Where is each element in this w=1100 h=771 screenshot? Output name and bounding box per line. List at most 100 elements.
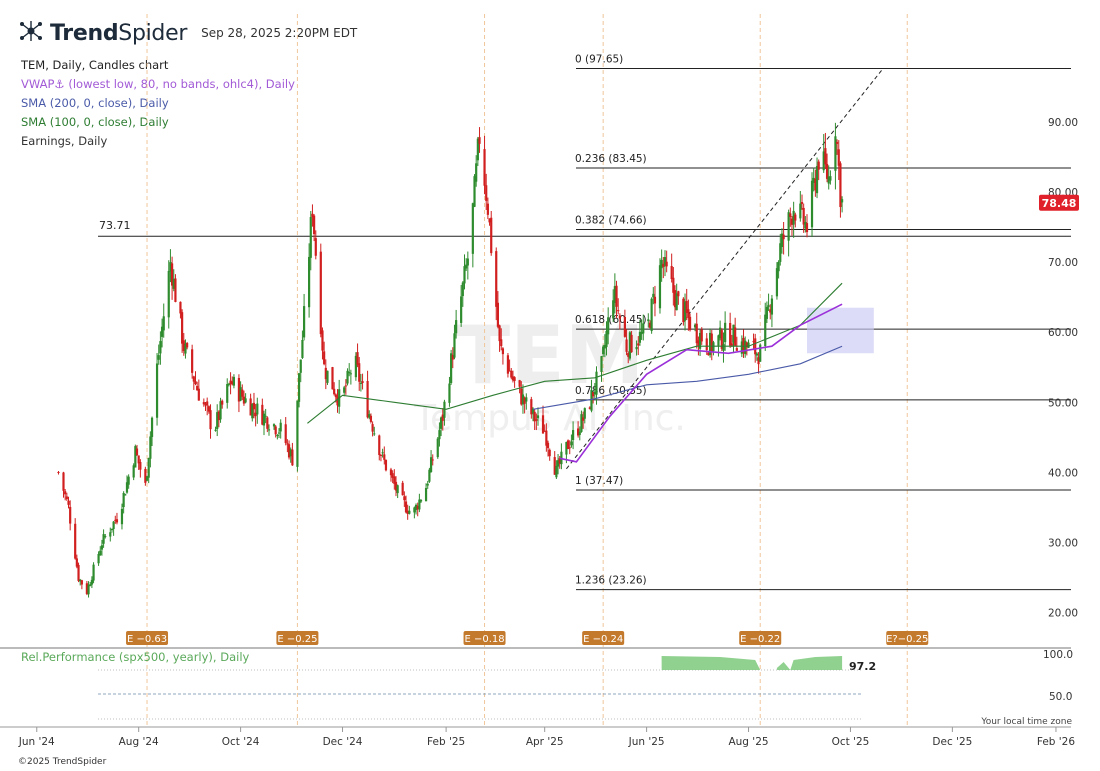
sma200-line[interactable] [532, 345, 843, 410]
candle-down[interactable] [242, 396, 246, 404]
candle-up[interactable] [675, 293, 678, 311]
candle-up[interactable] [531, 408, 535, 414]
candle-up[interactable] [693, 324, 697, 328]
candle-down[interactable] [206, 401, 209, 406]
candle-up[interactable] [120, 508, 124, 525]
candle-up[interactable] [555, 465, 558, 478]
candle-up[interactable] [418, 499, 421, 510]
candle-up[interactable] [764, 314, 767, 347]
candle-down[interactable] [653, 296, 657, 304]
candle-up[interactable] [775, 268, 779, 297]
candle-up[interactable] [109, 532, 112, 537]
candle-up[interactable] [476, 138, 479, 161]
candle-down[interactable] [394, 481, 398, 491]
candle-down[interactable] [74, 523, 77, 559]
candle-down[interactable] [261, 404, 264, 425]
candle-down[interactable] [637, 343, 640, 346]
candle-down[interactable] [291, 449, 294, 466]
candle-down[interactable] [254, 412, 257, 417]
candle-down[interactable] [135, 448, 139, 455]
candle-down[interactable] [231, 381, 234, 385]
candle-down[interactable] [685, 301, 688, 313]
candle-down[interactable] [287, 444, 291, 458]
candle-up[interactable] [297, 373, 301, 402]
candle-up[interactable] [354, 355, 357, 378]
candle-down[interactable] [311, 213, 314, 217]
candle-up[interactable] [570, 441, 573, 446]
candle-down[interactable] [592, 391, 595, 397]
candle-up[interactable] [834, 136, 837, 171]
candle-down[interactable] [495, 251, 498, 307]
candle-up[interactable] [348, 372, 351, 374]
candle-down[interactable] [496, 302, 500, 327]
candle-down[interactable] [500, 339, 503, 347]
candle-up[interactable] [603, 344, 606, 349]
candle-down[interactable] [186, 343, 189, 348]
candle-up[interactable] [429, 457, 433, 473]
candle-up[interactable] [150, 417, 154, 437]
candle-down[interactable] [485, 185, 488, 201]
candle-down[interactable] [80, 580, 83, 585]
candle-down[interactable] [114, 519, 117, 521]
candle-up[interactable] [460, 296, 463, 323]
candle-up[interactable] [744, 340, 747, 355]
candle-down[interactable] [582, 417, 585, 421]
candle-down[interactable] [510, 370, 513, 378]
candle-down[interactable] [825, 163, 829, 179]
candle-down[interactable] [483, 149, 486, 186]
candle-down[interactable] [196, 386, 199, 391]
candle-up[interactable] [709, 332, 712, 356]
candle-down[interactable] [369, 415, 373, 422]
candle-down[interactable] [682, 298, 685, 323]
projection-box[interactable] [807, 307, 874, 354]
candle-up[interactable] [127, 476, 130, 485]
candle-up[interactable] [717, 335, 720, 346]
candle-up[interactable] [155, 363, 159, 418]
candle-down[interactable] [252, 402, 256, 410]
candle-down[interactable] [241, 389, 244, 397]
candle-down[interactable] [790, 218, 794, 225]
candle-up[interactable] [309, 217, 312, 258]
candle-up[interactable] [652, 293, 655, 298]
candle-up[interactable] [145, 476, 149, 481]
candle-up[interactable] [628, 332, 632, 359]
candle-up[interactable] [272, 424, 276, 427]
candle-up[interactable] [647, 319, 650, 322]
candle-down[interactable] [331, 367, 334, 390]
candle-up[interactable] [660, 259, 663, 269]
candle-up[interactable] [373, 433, 376, 435]
candle-down[interactable] [745, 342, 748, 348]
candle-up[interactable] [815, 166, 819, 194]
candle-down[interactable] [794, 214, 797, 221]
candle-up[interactable] [408, 510, 411, 514]
candle-up[interactable] [134, 446, 137, 468]
candle-down[interactable] [391, 473, 394, 478]
candle-up[interactable] [607, 317, 610, 335]
candle-down[interactable] [65, 496, 68, 500]
candle-up[interactable] [214, 429, 217, 431]
candle-down[interactable] [802, 207, 805, 225]
candle-down[interactable] [673, 290, 677, 308]
candle-up[interactable] [740, 341, 743, 354]
candle-down[interactable] [209, 410, 212, 430]
candle-down[interactable] [383, 454, 386, 460]
candle-down[interactable] [789, 213, 792, 217]
candle-up[interactable] [167, 270, 170, 318]
candle-down[interactable] [69, 506, 72, 524]
candle-up[interactable] [219, 401, 222, 420]
candle-down[interactable] [490, 217, 493, 254]
candle-up[interactable] [698, 333, 702, 349]
candle-down[interactable] [558, 458, 561, 464]
candle-down[interactable] [266, 417, 269, 429]
candle-up[interactable] [216, 412, 219, 430]
candle-up[interactable] [169, 262, 172, 272]
trendline[interactable] [566, 69, 883, 470]
candle-down[interactable] [221, 400, 224, 405]
candle-up[interactable] [822, 151, 825, 171]
candle-up[interactable] [102, 534, 105, 544]
candle-up[interactable] [590, 389, 593, 411]
candle-up[interactable] [829, 176, 832, 181]
candle-up[interactable] [521, 394, 525, 405]
candle-down[interactable] [720, 330, 723, 349]
candle-down[interactable] [839, 163, 842, 208]
